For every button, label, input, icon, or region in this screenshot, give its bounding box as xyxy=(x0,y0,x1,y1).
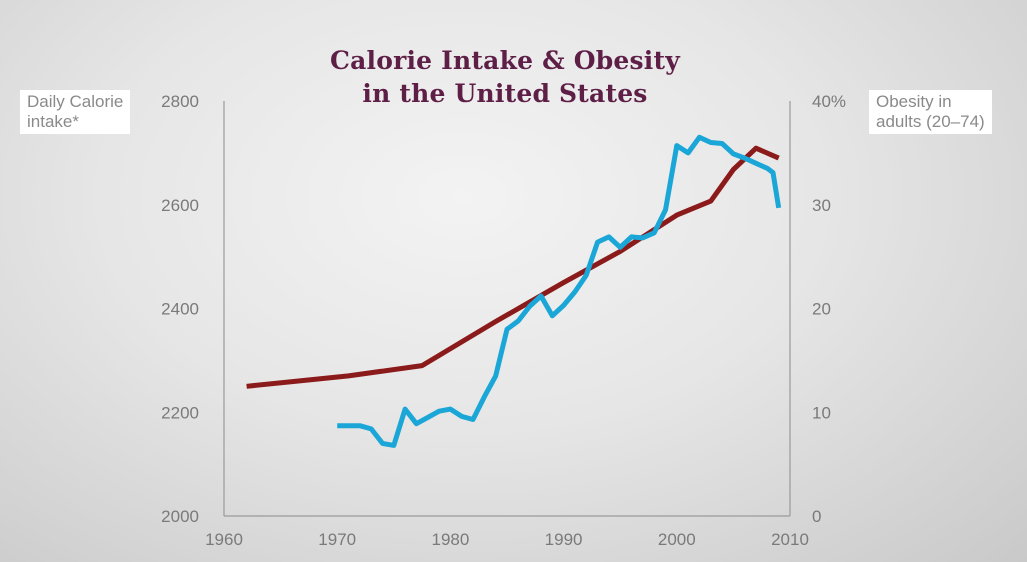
x-tick-label-1960: 1960 xyxy=(205,530,243,549)
x-tick-label-1990: 1990 xyxy=(545,530,583,549)
y-tick-label-right-20: 20 xyxy=(812,300,831,319)
y-axis-label-right-line-1: Obesity in xyxy=(876,92,952,111)
series-lines xyxy=(246,134,782,448)
x-tick-label-1970: 1970 xyxy=(318,530,356,549)
x-tick-label-1980: 1980 xyxy=(431,530,469,549)
calorie-intake-line xyxy=(246,145,780,389)
chart-title: Calorie Intake & Obesity in the United S… xyxy=(250,44,760,110)
y-axis-label-left-line-2: intake* xyxy=(27,112,79,131)
y-tick-label-left-2800: 2800 xyxy=(161,92,199,111)
y-tick-label-left-2400: 2400 xyxy=(161,300,199,319)
y-tick-label-right-40pct: 40% xyxy=(812,92,846,111)
x-tick-label-2000: 2000 xyxy=(658,530,696,549)
y-axis-label-right-line-2: adults (20–74) xyxy=(876,112,985,131)
y-tick-label-right-0: 0 xyxy=(812,507,821,526)
obesity-rate-line xyxy=(337,134,782,448)
x-tick-label-2010: 2010 xyxy=(771,530,809,549)
y-axis-label-right: Obesity in adults (20–74) xyxy=(869,90,992,134)
y-tick-label-left-2000: 2000 xyxy=(161,507,199,526)
chart-title-line-1: Calorie Intake & Obesity xyxy=(330,46,680,75)
axis-ticks: 1960 1970 1980 1990 2000 20102000220024002600… xyxy=(161,92,846,549)
chart-title-line-2: in the United States xyxy=(362,79,648,108)
y-axis-label-left: Daily Calorie intake* xyxy=(20,90,131,134)
y-tick-label-left-2600: 2600 xyxy=(161,196,199,215)
y-tick-label-right-30: 30 xyxy=(812,196,831,215)
y-tick-label-right-10: 10 xyxy=(812,403,831,422)
y-axis-label-left-line-1: Daily Calorie xyxy=(27,92,124,111)
y-tick-label-left-2200: 2200 xyxy=(161,403,199,422)
